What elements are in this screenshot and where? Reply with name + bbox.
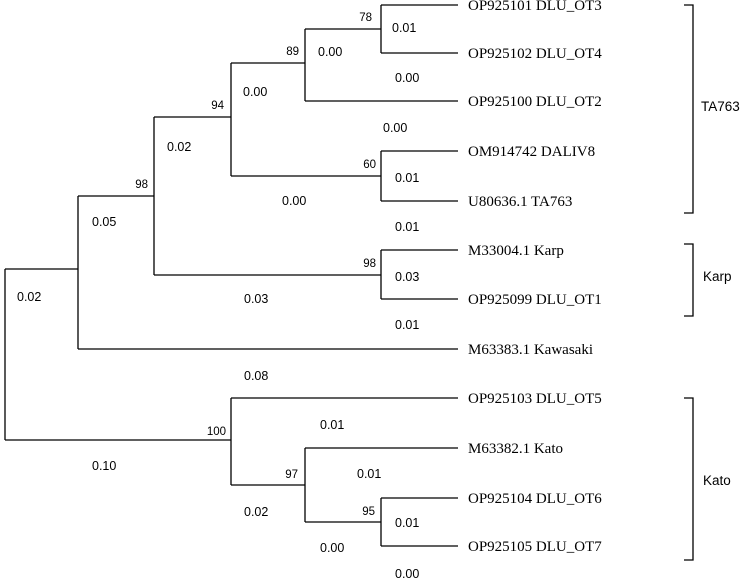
branch-length-root-top: 0.02	[17, 290, 41, 304]
branch-length-node98a-top: 0.05	[92, 215, 116, 229]
taxon-label-ta763: U80636.1 TA763	[468, 194, 572, 210]
taxon-label-ot6: OP925104 DLU_OT6	[468, 491, 602, 507]
bootstrap-node95: 95	[362, 506, 375, 518]
branch-length-ot3: 0.01	[392, 21, 416, 35]
taxon-label-ot4: OP925102 DLU_OT4	[468, 46, 602, 62]
bootstrap-node98b: 98	[363, 258, 376, 270]
branch-length-node94-top: 0.02	[167, 140, 191, 154]
bootstrap-node78: 78	[359, 12, 372, 24]
bootstrap-node100: 100	[207, 426, 226, 438]
branch-length-node89-top: 0.00	[243, 85, 267, 99]
clade-brackets: TA763 Karp Kato	[684, 4, 740, 561]
bracket-ta763	[684, 4, 694, 214]
taxon-label-ot3: OP925101 DLU_OT3	[468, 0, 602, 14]
taxon-label-karp: M33004.1 Karp	[468, 243, 564, 259]
branch-length-kawasaki: 0.08	[244, 369, 268, 383]
branch-length-ot2: 0.00	[383, 121, 407, 135]
taxon-label-ot1: OP925099 DLU_OT1	[468, 292, 602, 308]
bootstrap-node60: 60	[363, 159, 376, 171]
taxon-labels: OP925101 DLU_OT3 OP925102 DLU_OT4 OP9251…	[468, 0, 602, 555]
taxon-label-ot5: OP925103 DLU_OT5	[468, 391, 602, 407]
bootstrap-node89: 89	[286, 46, 299, 58]
clade-label-karp: Karp	[703, 269, 732, 284]
bracket-karp	[684, 243, 694, 317]
branch-length-node78-stem: 0.00	[318, 45, 342, 59]
branch-length-labels: 0.01 0.00 0.00 0.00 0.00 0.02 0.01 0.00 …	[17, 21, 419, 581]
bootstrap-node97: 97	[285, 469, 298, 481]
branch-length-daliv8: 0.01	[395, 171, 419, 185]
bootstrap-node98a: 98	[135, 179, 148, 191]
branch-length-ta763: 0.01	[395, 220, 419, 234]
bracket-kato	[684, 397, 694, 561]
branch-length-ot5: 0.01	[320, 418, 344, 432]
branch-length-node97-stem: 0.00	[320, 541, 344, 555]
branch-length-kato: 0.01	[357, 467, 381, 481]
branch-length-ot7: 0.00	[395, 567, 419, 581]
bootstrap-node94: 94	[211, 100, 224, 112]
clade-label-kato: Kato	[703, 473, 731, 488]
taxon-label-kawasaki: M63383.1 Kawasaki	[468, 342, 593, 358]
branch-length-node98b-stem: 0.03	[244, 292, 268, 306]
branch-length-ot1: 0.01	[395, 318, 419, 332]
branch-length-node100-stem: 0.02	[244, 505, 268, 519]
taxon-label-ot2: OP925100 DLU_OT2	[468, 94, 602, 110]
taxon-label-daliv8: OM914742 DALIV8	[468, 144, 595, 160]
branch-length-node60-stem: 0.00	[282, 194, 306, 208]
taxon-label-kato: M63382.1 Kato	[468, 441, 563, 457]
taxon-label-ot7: OP925105 DLU_OT7	[468, 539, 602, 555]
branch-length-ot6: 0.01	[395, 516, 419, 530]
clade-label-ta763: TA763	[701, 99, 740, 114]
tree-branches	[4, 4, 458, 547]
bootstrap-values: 78 89 94 60 98 98 100 97 95	[135, 12, 376, 518]
branch-length-root-bottom: 0.10	[92, 459, 116, 473]
branch-length-ot4: 0.00	[395, 71, 419, 85]
branch-length-karp: 0.03	[395, 270, 419, 284]
